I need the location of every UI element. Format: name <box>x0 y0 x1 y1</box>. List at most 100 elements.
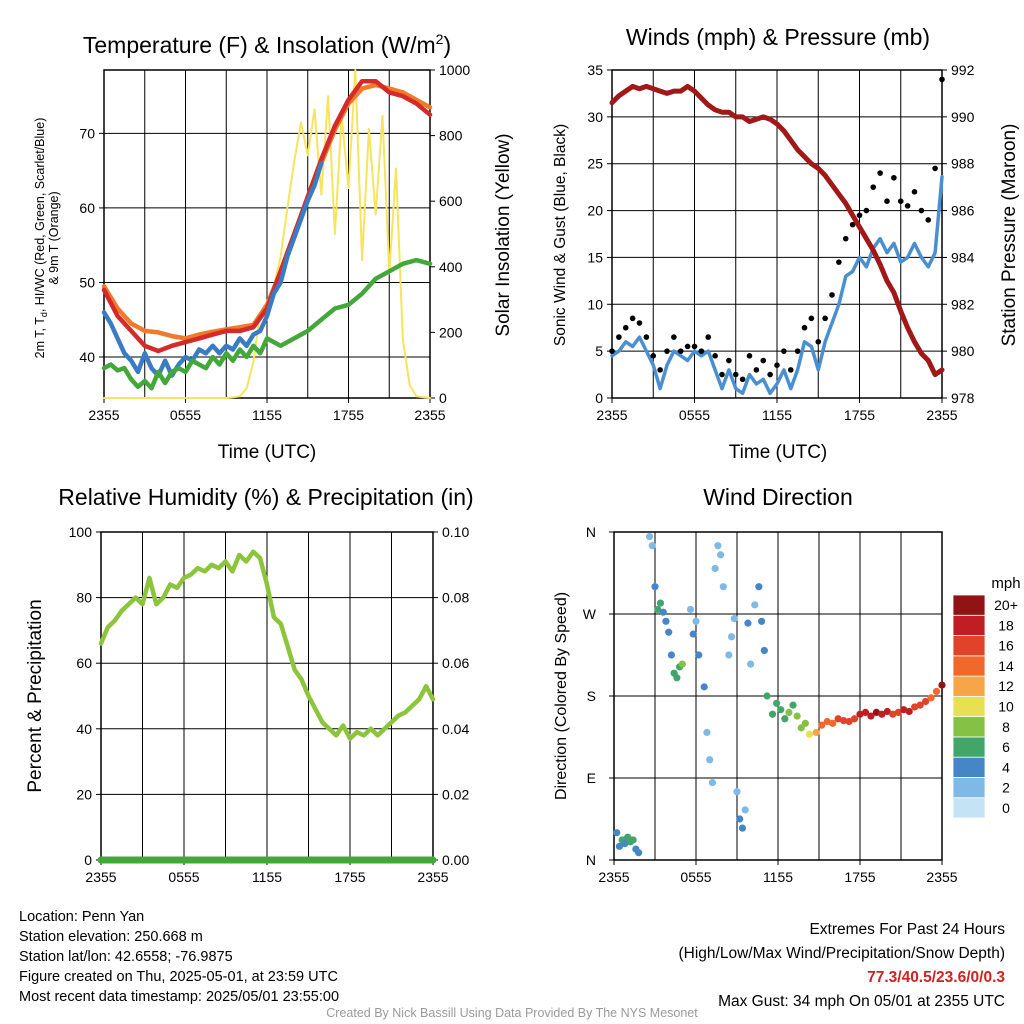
winds-xlabel: Time (UTC) <box>729 442 828 463</box>
credit-line: Created By Nick Bassill Using Data Provi… <box>326 1006 698 1020</box>
direction-point <box>861 708 870 717</box>
precip-y-tick-label: 0.04 <box>442 721 469 737</box>
x-tick-label: 0555 <box>170 407 201 423</box>
direction-point <box>760 646 768 655</box>
pressure-y-tick-label: 980 <box>951 343 975 359</box>
direction-point <box>695 651 703 659</box>
x-tick-label: 1155 <box>762 407 792 423</box>
direction-point <box>719 583 727 591</box>
gust-point <box>746 353 753 359</box>
gust-point <box>911 189 918 195</box>
direction-point <box>927 694 935 702</box>
direction-point <box>883 707 891 716</box>
gust-point <box>664 348 670 354</box>
colorbar-swatch <box>952 716 986 738</box>
direction-point <box>648 542 656 550</box>
gust-point <box>609 348 615 354</box>
rh-y-tick-label: 40 <box>76 721 92 737</box>
precip-y-tick-label: 0.00 <box>442 852 469 868</box>
direction-point <box>823 717 831 726</box>
direction-point <box>706 756 714 764</box>
direction-point <box>905 707 913 716</box>
station-info: Location: Penn Yan Station elevation: 25… <box>19 907 339 1007</box>
direction-point <box>689 630 697 638</box>
colorbar-label: 2 <box>1002 780 1010 796</box>
wind-y-tick-label: 25 <box>587 156 603 172</box>
wind-y-tick-label: 15 <box>587 249 603 265</box>
temp-y-tick-label: 60 <box>79 200 95 216</box>
gust-point <box>698 348 705 354</box>
colorbar-swatch <box>952 594 986 616</box>
x-tick-label: 1755 <box>333 407 364 423</box>
gust-point <box>849 221 856 228</box>
colorbar-swatch <box>952 736 986 758</box>
insolation-line <box>103 69 431 399</box>
gust-point <box>877 170 883 176</box>
precip-y-tick-label: 0.10 <box>442 524 469 540</box>
temperature-ylabel-right: Solar Insolation (Yellow) <box>493 133 514 336</box>
direction-point <box>621 840 629 848</box>
direction-point <box>733 788 741 796</box>
direction-point <box>717 551 725 559</box>
gust-point <box>891 174 897 181</box>
pressure-y-tick-label: 992 <box>951 62 975 78</box>
direction-point <box>829 719 837 727</box>
colorbar-swatch <box>952 756 986 778</box>
insolation-y-tick-label: 400 <box>439 259 463 275</box>
temp-y-tick-label: 50 <box>79 274 95 290</box>
gust-point <box>939 76 945 83</box>
station-elevation: Station elevation: 250.668 m <box>19 929 203 945</box>
ylabel-seg-a: 2m T, T <box>33 317 47 359</box>
gust-point <box>629 315 636 322</box>
gust-point <box>897 198 904 204</box>
gust-point <box>863 207 870 214</box>
temp-y-tick-label: 40 <box>79 349 95 365</box>
wind-y-tick-label: 35 <box>587 62 603 78</box>
speed-colorbar: 0 2 4 6 8 10 12 14 16 18 20+ <box>952 594 1018 819</box>
x-tick-label: 1755 <box>844 407 875 423</box>
temperature-title-close: ) <box>443 32 451 58</box>
direction-point <box>730 614 738 623</box>
colorbar-swatch <box>952 797 986 819</box>
direction-point <box>840 717 848 725</box>
direction-point <box>667 651 676 659</box>
direction-point <box>801 719 809 727</box>
gust-point <box>726 357 732 364</box>
x-tick-label: 1755 <box>334 869 365 885</box>
insolation-y-tick-label: 1000 <box>439 62 470 78</box>
pressure-y-tick-label: 982 <box>951 296 975 312</box>
direction-point <box>850 715 859 723</box>
gust-point <box>657 367 663 373</box>
temperature-plot: 2355 0555 1155 1755 2355 40 50 60 70 0 200 400 600 80… <box>79 62 470 423</box>
humidity-plot: 2355 0555 1155 1755 23550204060801000.000.02… <box>69 524 470 885</box>
pressure-y-tick-label: 984 <box>951 249 975 265</box>
direction-point <box>678 660 686 668</box>
direction-point <box>736 815 744 823</box>
direction-point <box>725 651 733 659</box>
direction-point <box>635 849 643 857</box>
direction-point <box>805 730 814 738</box>
gust-point <box>774 362 780 369</box>
direction-point <box>751 601 759 609</box>
direction-point <box>758 617 766 625</box>
direction-point <box>673 674 681 682</box>
direction-point <box>932 687 941 696</box>
direction-point <box>867 712 875 720</box>
wind-y-tick-label: 10 <box>587 296 603 312</box>
gust-point <box>671 334 677 340</box>
x-tick-label: 1755 <box>844 869 875 885</box>
pressure-y-tick-label: 990 <box>951 109 975 125</box>
direction-point <box>629 836 637 844</box>
rh-y-tick-label: 100 <box>69 524 93 540</box>
extremes-box: Extremes For Past 24 Hours (High/Low/Max… <box>679 918 1006 1014</box>
gust-point <box>643 334 650 340</box>
direction-point <box>878 710 886 718</box>
x-tick-label: 2355 <box>417 869 448 885</box>
colorbar-swatch <box>952 695 986 718</box>
direction-point <box>665 628 673 636</box>
dewpoint-line <box>101 257 433 391</box>
insolation-y-tick-label: 200 <box>439 324 463 340</box>
direction-point <box>654 605 662 614</box>
precip-y-tick-label: 0.02 <box>442 786 469 802</box>
